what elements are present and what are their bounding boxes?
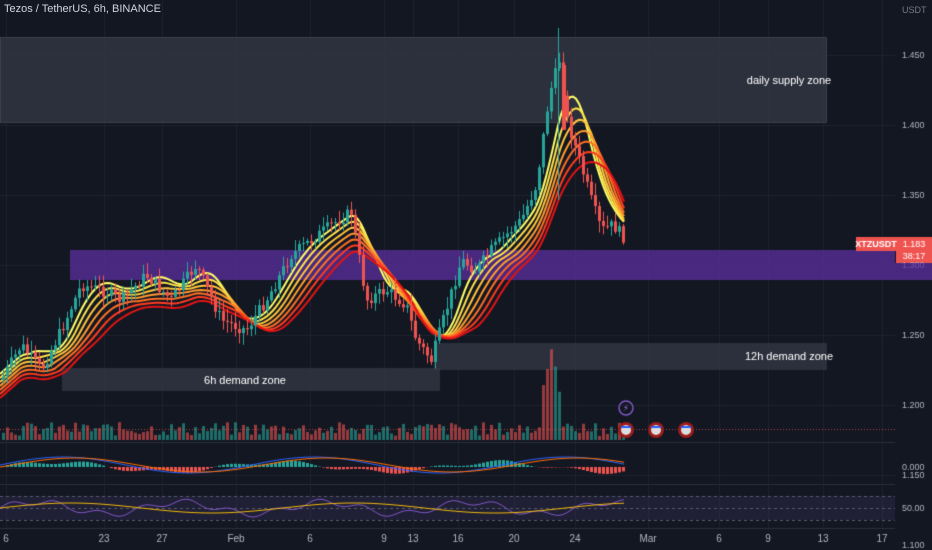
currency-label: USDT	[902, 5, 927, 15]
symbol-title[interactable]: Tezos / TetherUS, 6h, BINANCE	[4, 3, 161, 15]
